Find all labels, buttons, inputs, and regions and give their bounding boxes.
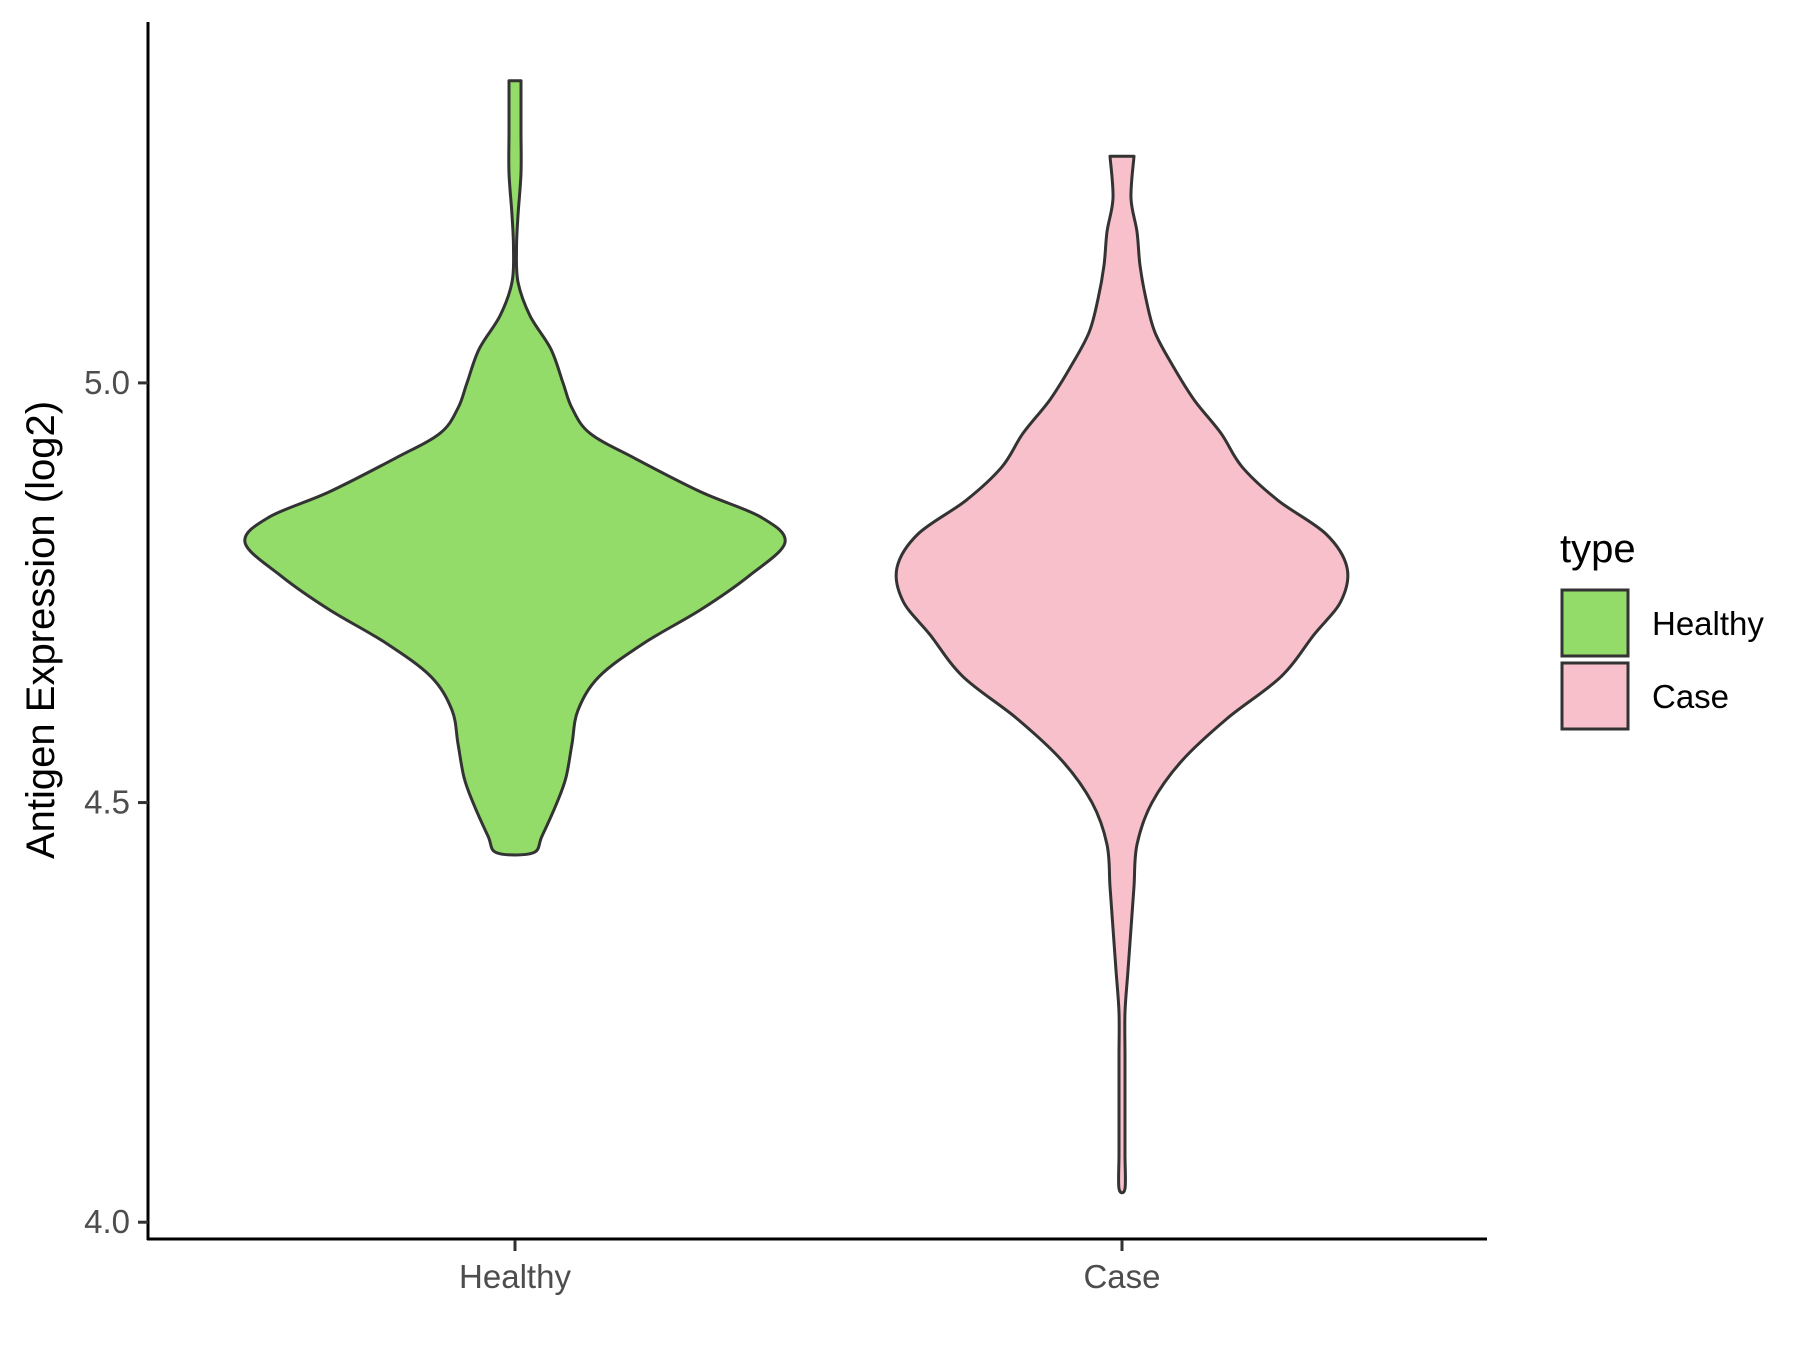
y-tick-label: 5.0 [84,364,130,401]
legend-swatch-case [1560,661,1630,731]
legend-items: Healthy Case [1560,588,1764,731]
legend: type Healthy Case [1560,527,1764,731]
y-ticks: 4.0 4.5 5.0 [84,364,148,1240]
violin-layer [243,79,1350,1195]
x-tick-label: Healthy [459,1258,571,1295]
x-ticks: Healthy Case [459,1240,1161,1295]
legend-title: type [1560,527,1636,571]
y-tick-label: 4.5 [84,784,130,821]
y-axis-title: Antigen Expression (log2) [19,401,63,859]
legend-swatch-healthy [1560,588,1630,658]
y-tick-label: 4.0 [84,1203,130,1240]
violin-healthy [243,79,787,857]
violin-case [894,154,1350,1195]
legend-label-case: Case [1652,678,1729,715]
x-tick-label: Case [1083,1258,1160,1295]
legend-label-healthy: Healthy [1652,605,1764,642]
